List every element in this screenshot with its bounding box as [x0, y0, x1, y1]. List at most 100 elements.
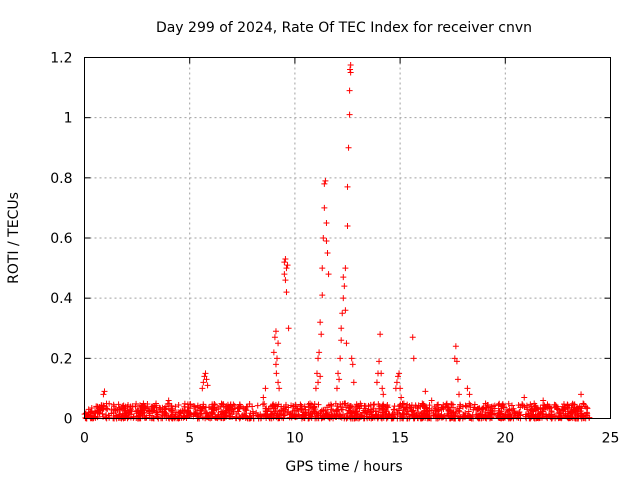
- data-point: [442, 403, 449, 410]
- data-point: [521, 394, 528, 401]
- data-point: [357, 412, 364, 419]
- data-point: [190, 403, 197, 410]
- data-point: [419, 400, 426, 407]
- data-point: [235, 408, 242, 415]
- data-point: [141, 403, 148, 410]
- data-point: [236, 401, 243, 408]
- y-tick-label: 0.2: [50, 351, 72, 367]
- data-point: [272, 328, 279, 335]
- data-point: [200, 379, 207, 386]
- data-point: [461, 412, 468, 419]
- data-point: [437, 412, 444, 419]
- data-point: [202, 370, 209, 377]
- data-point: [321, 204, 328, 211]
- data-point: [205, 404, 212, 411]
- data-point: [503, 406, 510, 413]
- data-point: [420, 401, 427, 408]
- data-point: [347, 62, 354, 69]
- data-point: [272, 405, 279, 412]
- data-point: [367, 409, 374, 416]
- data-point: [449, 414, 456, 421]
- data-point: [301, 410, 308, 417]
- data-point: [100, 391, 107, 398]
- data-point: [101, 403, 108, 410]
- data-point: [515, 410, 522, 417]
- data-point: [85, 406, 92, 413]
- data-point: [352, 409, 359, 416]
- data-point: [548, 408, 555, 415]
- x-tick-label: 25: [602, 431, 620, 447]
- data-point: [338, 325, 345, 332]
- data-point: [254, 402, 261, 409]
- data-point: [172, 403, 179, 410]
- data-point: [312, 385, 319, 392]
- data-point: [428, 397, 435, 404]
- data-point: [328, 412, 335, 419]
- data-point: [578, 405, 585, 412]
- y-axis-label: ROTI / TECUs: [6, 192, 22, 284]
- data-point: [346, 87, 353, 94]
- data-point: [384, 403, 391, 410]
- data-point: [184, 407, 191, 414]
- data-point: [390, 406, 397, 413]
- data-point: [137, 402, 144, 409]
- data-point: [127, 406, 134, 413]
- data-point: [488, 414, 495, 421]
- data-point: [242, 412, 249, 419]
- data-point: [281, 259, 288, 266]
- data-point: [192, 406, 199, 413]
- data-point: [527, 401, 534, 408]
- data-point: [582, 403, 589, 410]
- data-point: [511, 408, 518, 415]
- plot-frame: [84, 57, 611, 419]
- data-point: [272, 401, 279, 408]
- data-point: [327, 401, 334, 408]
- data-point: [165, 397, 172, 404]
- data-point: [250, 412, 257, 419]
- data-point: [306, 404, 313, 411]
- data-point: [376, 407, 383, 414]
- data-point: [471, 401, 478, 408]
- data-point: [547, 404, 554, 411]
- data-point: [347, 66, 354, 73]
- data-point: [571, 414, 578, 421]
- data-point: [409, 408, 416, 415]
- data-point: [480, 404, 487, 411]
- data-point: [282, 256, 289, 263]
- data-point: [325, 271, 332, 278]
- data-point: [415, 402, 422, 409]
- data-point: [362, 408, 369, 415]
- data-point: [290, 403, 297, 410]
- data-point: [272, 361, 279, 368]
- data-point: [578, 391, 585, 398]
- data-point: [371, 401, 378, 408]
- data-point: [350, 379, 357, 386]
- data-point: [283, 289, 290, 296]
- data-point: [133, 400, 140, 407]
- data-point: [144, 400, 151, 407]
- data-point: [394, 373, 401, 380]
- data-point: [575, 405, 582, 412]
- data-point: [438, 405, 445, 412]
- data-point: [409, 334, 416, 341]
- data-point: [340, 295, 347, 302]
- data-point: [213, 406, 220, 413]
- data-point: [324, 250, 331, 257]
- data-point: [315, 379, 322, 386]
- data-point: [260, 394, 267, 401]
- data-point: [315, 355, 322, 362]
- data-point: [122, 406, 129, 413]
- data-point: [528, 407, 535, 414]
- data-point: [399, 411, 406, 418]
- data-point: [396, 370, 403, 377]
- data-point: [370, 401, 377, 408]
- data-point: [467, 404, 474, 411]
- data-point: [165, 405, 172, 412]
- data-point: [319, 292, 326, 299]
- data-point: [323, 410, 330, 417]
- data-point: [324, 404, 331, 411]
- data-point: [491, 410, 498, 417]
- data-point: [323, 219, 330, 226]
- data-point: [124, 414, 131, 421]
